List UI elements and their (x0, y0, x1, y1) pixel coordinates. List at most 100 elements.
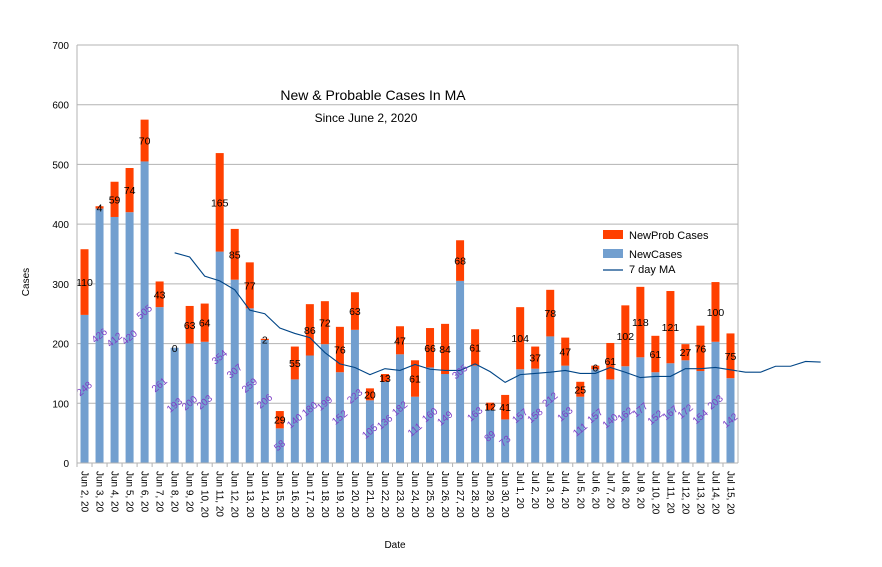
x-tick-label: Jul 13, 20 (694, 471, 705, 515)
bar-newcases (305, 355, 314, 463)
bar-newcases (170, 347, 179, 463)
bar-newcases (215, 251, 224, 463)
bar-newprob (486, 402, 495, 410)
bar-newprob (350, 292, 359, 330)
data-label-newprob: 75 (725, 351, 737, 363)
y-tick-label: 0 (63, 459, 69, 470)
bar-newcases (666, 363, 675, 463)
bar-newcases (245, 308, 254, 463)
x-tick-label: Jun 15, 20 (274, 471, 285, 518)
bar-newprob (411, 360, 420, 397)
data-label-newcases: 89 (483, 429, 499, 445)
data-label-newprob: 100 (707, 307, 725, 319)
data-label-newprob: 47 (559, 347, 571, 359)
x-tick-label: Jun 7, 20 (154, 471, 165, 513)
y-tick-label: 600 (52, 101, 69, 112)
x-tick-label: Jul 14, 20 (709, 471, 720, 515)
data-label-newprob: 61 (409, 374, 421, 386)
data-label-newprob: 59 (109, 194, 121, 206)
bar-newprob (621, 305, 630, 367)
bar-newcases (621, 366, 630, 463)
bar-newprob (561, 337, 570, 366)
data-label-newprob: 27 (680, 347, 692, 359)
x-tick-label: Jun 5, 20 (124, 471, 135, 513)
bar-newprob (305, 304, 314, 356)
bar-newprob (275, 411, 284, 429)
y-tick-label: 500 (52, 160, 69, 171)
data-label-newprob: 63 (184, 320, 196, 332)
bar-newprob (395, 326, 404, 355)
data-label-newprob: 4 (97, 202, 103, 214)
bar-newcases (681, 360, 690, 463)
data-label-newprob: 13 (379, 373, 391, 385)
bar-newcases (726, 378, 735, 463)
bar-newcases (185, 343, 194, 463)
data-label-newcases: 206 (255, 392, 275, 411)
legend-swatch-newcases (603, 249, 623, 258)
data-label-newprob: 47 (394, 335, 406, 347)
x-tick-label: Jul 1, 20 (514, 471, 525, 509)
bar-newcases (365, 400, 374, 463)
data-label-newprob: 25 (574, 384, 586, 396)
data-label-newprob: 70 (139, 136, 151, 148)
bar-newprob (711, 282, 720, 342)
data-label-newprob: 61 (650, 349, 662, 361)
data-label-newprob: 102 (617, 331, 635, 343)
bar-newcases (80, 314, 89, 463)
x-tick-label: Jun 12, 20 (229, 471, 240, 518)
legend-swatch-newprob (603, 230, 623, 239)
bar-newcases (140, 161, 149, 463)
data-label-newprob: 77 (244, 280, 256, 292)
data-label-newprob: 110 (76, 277, 93, 289)
x-tick-label: Jun 26, 20 (439, 471, 450, 518)
x-tick-label: Jun 14, 20 (259, 471, 270, 518)
data-label-newprob: 121 (662, 322, 680, 334)
data-label-newprob: 43 (154, 289, 166, 301)
bar-newcases (591, 369, 600, 463)
bar-newcases (230, 279, 239, 463)
x-tick-label: Jul 10, 20 (649, 471, 660, 515)
bar-newprob (185, 305, 194, 344)
data-label-newprob: 118 (632, 317, 649, 329)
y-tick-label: 400 (52, 220, 69, 231)
bar-newcases (110, 216, 119, 463)
data-label-newcases: 163 (556, 405, 576, 424)
x-tick-label: Jun 3, 20 (94, 471, 105, 513)
bar-newprob (365, 388, 374, 401)
bar-newprob (140, 119, 149, 162)
data-label-newcases: 307 (225, 362, 245, 381)
data-label-newprob: 0 (172, 343, 178, 355)
legend-label-ma: 7 day MA (629, 264, 676, 276)
bar-newcases (531, 368, 540, 463)
data-label-newcases: 158 (526, 406, 546, 425)
bar-newcases (260, 339, 269, 463)
x-tick-label: Jun 20, 20 (349, 471, 360, 518)
x-tick-label: Jul 6, 20 (589, 471, 600, 509)
data-label-newcases: 199 (315, 394, 335, 413)
data-label-newcases: 152 (330, 408, 350, 427)
bar-newcases (576, 396, 585, 463)
bar-newprob (426, 328, 435, 368)
x-tick-label: Jul 15, 20 (724, 471, 735, 515)
bar-newprob (636, 286, 645, 358)
bar-newprob (681, 344, 690, 361)
x-tick-label: Jun 21, 20 (364, 471, 375, 518)
bar-newcases (350, 329, 359, 463)
bar-newcases (471, 365, 480, 463)
bar-newprob (95, 206, 104, 209)
bar-newprob (155, 281, 164, 308)
bar-newprob (546, 289, 555, 337)
data-label-newprob: 85 (229, 249, 241, 261)
bar-newcases (380, 381, 389, 463)
data-label-newcases: 58 (272, 438, 288, 454)
data-label-newcases: 305 (450, 362, 470, 381)
data-label-newprob: 20 (364, 389, 376, 401)
data-label-newcases: 111 (406, 421, 425, 439)
bar-newcases (486, 409, 495, 463)
x-tick-label: Jun 22, 20 (379, 471, 390, 518)
bar-newprob (230, 228, 239, 280)
data-label-newcases: 149 (435, 409, 455, 428)
bar-newcases (335, 372, 344, 463)
